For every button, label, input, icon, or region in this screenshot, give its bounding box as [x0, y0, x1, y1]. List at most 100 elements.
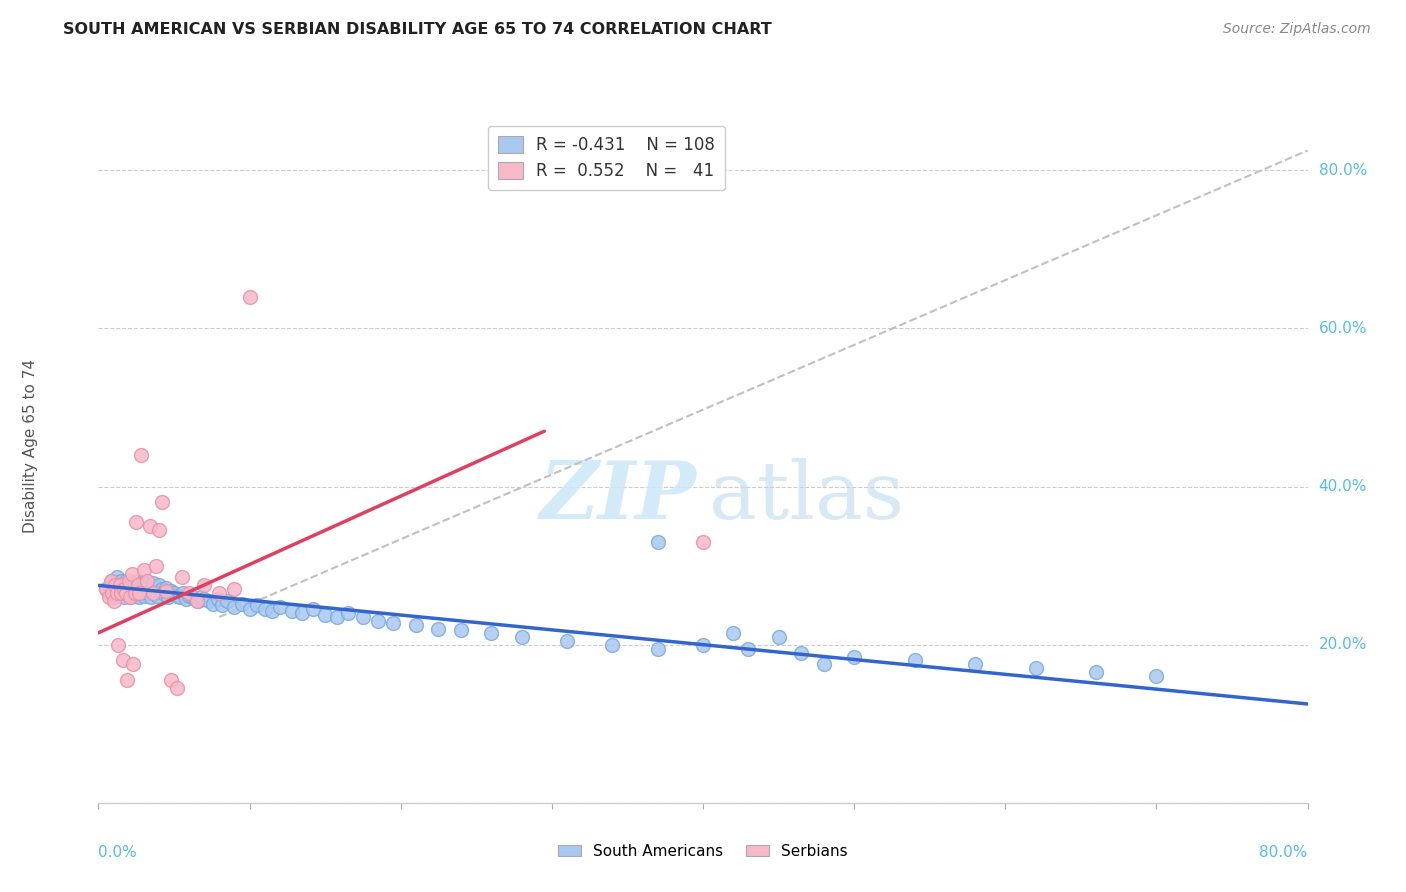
Point [121, 578, 143, 592]
Point [94, 582, 117, 597]
Point [721, 625, 744, 640]
Point [112, 582, 135, 597]
Point [184, 591, 207, 606]
Point [132, 578, 155, 592]
Point [104, 578, 127, 592]
Point [135, 574, 157, 589]
Point [121, 586, 143, 600]
Point [692, 638, 714, 652]
Point [166, 681, 188, 695]
Point [127, 574, 149, 589]
Point [768, 630, 790, 644]
Point [647, 641, 669, 656]
Point [170, 570, 193, 584]
Text: atlas: atlas [709, 458, 904, 536]
Point [122, 582, 145, 597]
Point [352, 610, 374, 624]
Point [239, 290, 262, 304]
Point [160, 583, 183, 598]
Point [281, 605, 304, 619]
Point [382, 615, 405, 630]
Point [101, 574, 124, 589]
Point [692, 534, 714, 549]
Point [904, 653, 927, 667]
Point [152, 586, 174, 600]
Point [136, 586, 159, 600]
Point [510, 630, 533, 644]
Point [197, 594, 219, 608]
Legend: South Americans, Serbians: South Americans, Serbians [553, 838, 853, 864]
Point [115, 583, 138, 598]
Point [118, 586, 141, 600]
Point [481, 625, 503, 640]
Point [110, 582, 132, 597]
Point [1024, 661, 1046, 675]
Point [112, 582, 135, 597]
Point [965, 657, 987, 672]
Point [129, 448, 152, 462]
Point [193, 591, 215, 606]
Point [231, 597, 253, 611]
Point [128, 586, 150, 600]
Point [143, 586, 166, 600]
Point [291, 606, 314, 620]
Point [207, 591, 229, 606]
Point [125, 578, 148, 592]
Text: 40.0%: 40.0% [1319, 479, 1367, 494]
Text: 20.0%: 20.0% [1319, 637, 1367, 652]
Point [146, 589, 169, 603]
Point [131, 582, 153, 597]
Point [127, 586, 149, 600]
Point [108, 578, 131, 592]
Point [150, 495, 173, 509]
Point [145, 558, 167, 573]
Point [1144, 669, 1167, 683]
Point [172, 586, 194, 600]
Point [208, 586, 231, 600]
Point [844, 649, 866, 664]
Point [110, 586, 132, 600]
Point [125, 583, 148, 598]
Point [190, 591, 212, 605]
Point [105, 570, 128, 584]
Point [120, 591, 142, 605]
Point [239, 602, 262, 616]
Point [224, 582, 246, 597]
Point [110, 574, 132, 589]
Point [215, 594, 238, 608]
Point [187, 594, 209, 608]
Text: 60.0%: 60.0% [1319, 321, 1367, 336]
Point [405, 618, 427, 632]
Text: 0.0%: 0.0% [98, 845, 138, 860]
Point [166, 589, 188, 603]
Point [142, 576, 165, 591]
Point [114, 586, 136, 600]
Point [107, 638, 129, 652]
Point [211, 598, 233, 612]
Point [302, 602, 325, 616]
Point [193, 578, 215, 592]
Text: 80.0%: 80.0% [1260, 845, 1308, 860]
Point [122, 657, 145, 672]
Point [314, 607, 336, 622]
Point [128, 581, 150, 595]
Point [114, 586, 136, 600]
Point [103, 594, 125, 608]
Point [115, 578, 138, 592]
Point [121, 566, 143, 581]
Point [111, 578, 134, 592]
Text: SOUTH AMERICAN VS SERBIAN DISABILITY AGE 65 TO 74 CORRELATION CHART: SOUTH AMERICAN VS SERBIAN DISABILITY AGE… [63, 22, 772, 37]
Point [129, 576, 152, 591]
Point [813, 657, 835, 672]
Point [134, 576, 156, 591]
Point [139, 519, 162, 533]
Point [1085, 665, 1108, 680]
Point [141, 591, 163, 605]
Point [150, 582, 173, 597]
Point [148, 523, 170, 537]
Text: Disability Age 65 to 74: Disability Age 65 to 74 [24, 359, 38, 533]
Point [124, 576, 146, 591]
Point [202, 597, 225, 611]
Point [177, 586, 201, 600]
Point [115, 673, 138, 688]
